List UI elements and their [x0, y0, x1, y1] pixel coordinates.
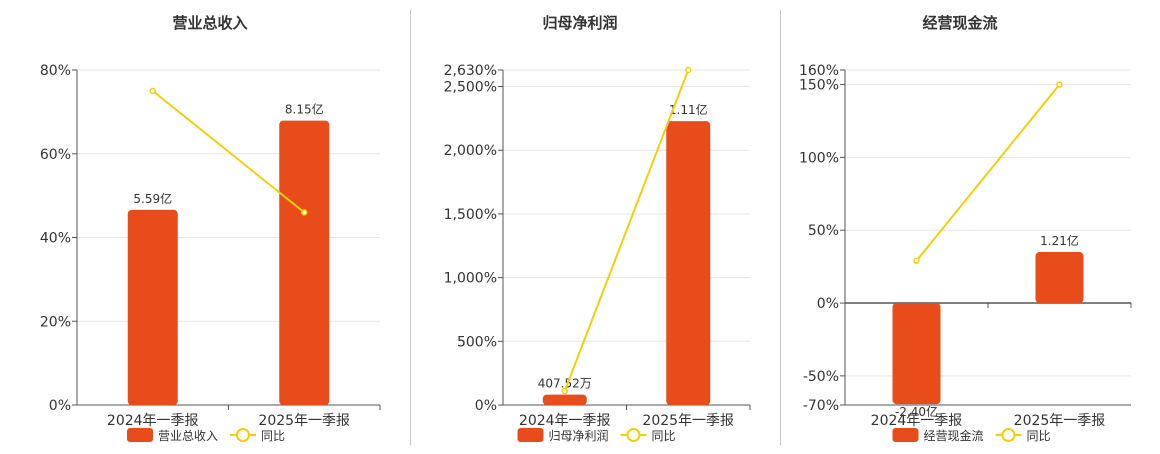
bar-data-label: 1.11亿 — [669, 102, 708, 117]
y-tick-label: 0% — [817, 296, 839, 312]
panel-divider — [410, 10, 411, 445]
y-tick-label: 1,000% — [444, 271, 497, 287]
y-tick-label: 160% — [799, 63, 839, 79]
bar-data-label: 5.59亿 — [133, 191, 172, 206]
y-tick-label: 40% — [40, 231, 71, 247]
bar-data-label: 8.15亿 — [285, 102, 324, 117]
bar — [666, 121, 711, 406]
legend-bar-swatch — [517, 428, 544, 442]
legend-bar-label: 归母净利润 — [549, 429, 609, 443]
y-tick-label: 1,500% — [444, 207, 497, 223]
yoy-point — [685, 66, 692, 74]
y-tick-label: 2,000% — [444, 143, 497, 159]
legend-line-marker — [626, 428, 641, 442]
chart-title: 营业总收入 — [172, 14, 247, 32]
chart-panel-net-profit: 归母净利润 0% 500% 1,000% 1,500% 2,000% 2,500% 2,630… — [411, 0, 780, 450]
bar — [892, 303, 941, 405]
y-tick-label: 100% — [799, 150, 839, 166]
y-tick-label: 2,500% — [444, 80, 497, 96]
y-tick-label: 2,630% — [444, 63, 497, 79]
panel-divider — [780, 10, 781, 445]
legend-bar-swatch — [127, 428, 153, 442]
y-tick-label: -50% — [803, 369, 839, 385]
x-tick-label: 2024年一季报 — [107, 413, 199, 429]
bar-data-label: 1.21亿 — [1040, 233, 1079, 248]
yoy-line — [915, 83, 1061, 262]
legend-line-label: 同比 — [261, 429, 285, 443]
bar — [1035, 252, 1084, 304]
bar-data-label: -2.40亿 — [895, 404, 938, 419]
bar — [542, 394, 587, 405]
y-tick-label: 20% — [40, 314, 71, 330]
yoy-point — [149, 87, 156, 95]
legend-line-label: 同比 — [652, 429, 676, 443]
yoy-point — [301, 209, 308, 216]
y-tick-label: 150% — [799, 78, 839, 94]
x-tick-label: 2024年一季报 — [871, 413, 963, 429]
legend-line-marker — [236, 428, 250, 442]
x-tick-label: 2024年一季报 — [519, 413, 611, 429]
y-tick-label: 50% — [808, 223, 839, 239]
net-profit-chart: 归母净利润 0% 500% 1,000% 1,500% 2,000% 2,500%2,630… — [444, 14, 751, 443]
x-tick-label: 2025年一季报 — [1014, 413, 1106, 429]
x-tick-label: 2025年一季报 — [258, 413, 350, 429]
legend-bar-label: 经营现金流 — [924, 428, 984, 443]
legend-bar-label: 营业总收入 — [158, 429, 218, 443]
yoy-line — [152, 90, 305, 214]
legend-line-label: 同比 — [1027, 429, 1051, 443]
chart-panel-revenue: 营业总收入 0% 20% 40% 60% 80% 2024年一季报 5.59亿 2025年一季报… — [0, 0, 410, 450]
y-tick-label: 0% — [475, 398, 497, 414]
legend-bar-swatch — [892, 428, 919, 442]
cash-flow-chart: 经营现金流 -70% -50% 0% 50% 100% 150%160% 2024年一季报-2… — [799, 14, 1132, 443]
y-tick-label: 500% — [457, 334, 497, 350]
y-tick-label: 80% — [40, 63, 71, 79]
yoy-line — [563, 69, 690, 392]
bar — [279, 120, 330, 405]
chart-title: 经营现金流 — [922, 14, 997, 32]
bar-data-label: 407.52万 — [538, 377, 592, 391]
y-tick-label: 0% — [49, 398, 71, 414]
legend-line-marker — [1001, 428, 1016, 442]
revenue-chart: 营业总收入 0% 20% 40% 60% 80% 2024年一季报 5.59亿 2025年一季报… — [40, 14, 381, 443]
chart-title: 归母净利润 — [542, 14, 617, 32]
yoy-point — [561, 387, 568, 395]
y-tick-label: 60% — [40, 147, 71, 163]
x-tick-label: 2025年一季报 — [642, 413, 734, 429]
chart-panel-cash-flow: 经营现金流 -70% -50% 0% 50% 100% 150% 160% 2024年一季报 -2… — [781, 0, 1160, 450]
bar — [127, 209, 178, 405]
yoy-point — [1056, 81, 1063, 88]
y-tick-label: -70% — [803, 398, 839, 414]
yoy-point — [913, 257, 920, 265]
